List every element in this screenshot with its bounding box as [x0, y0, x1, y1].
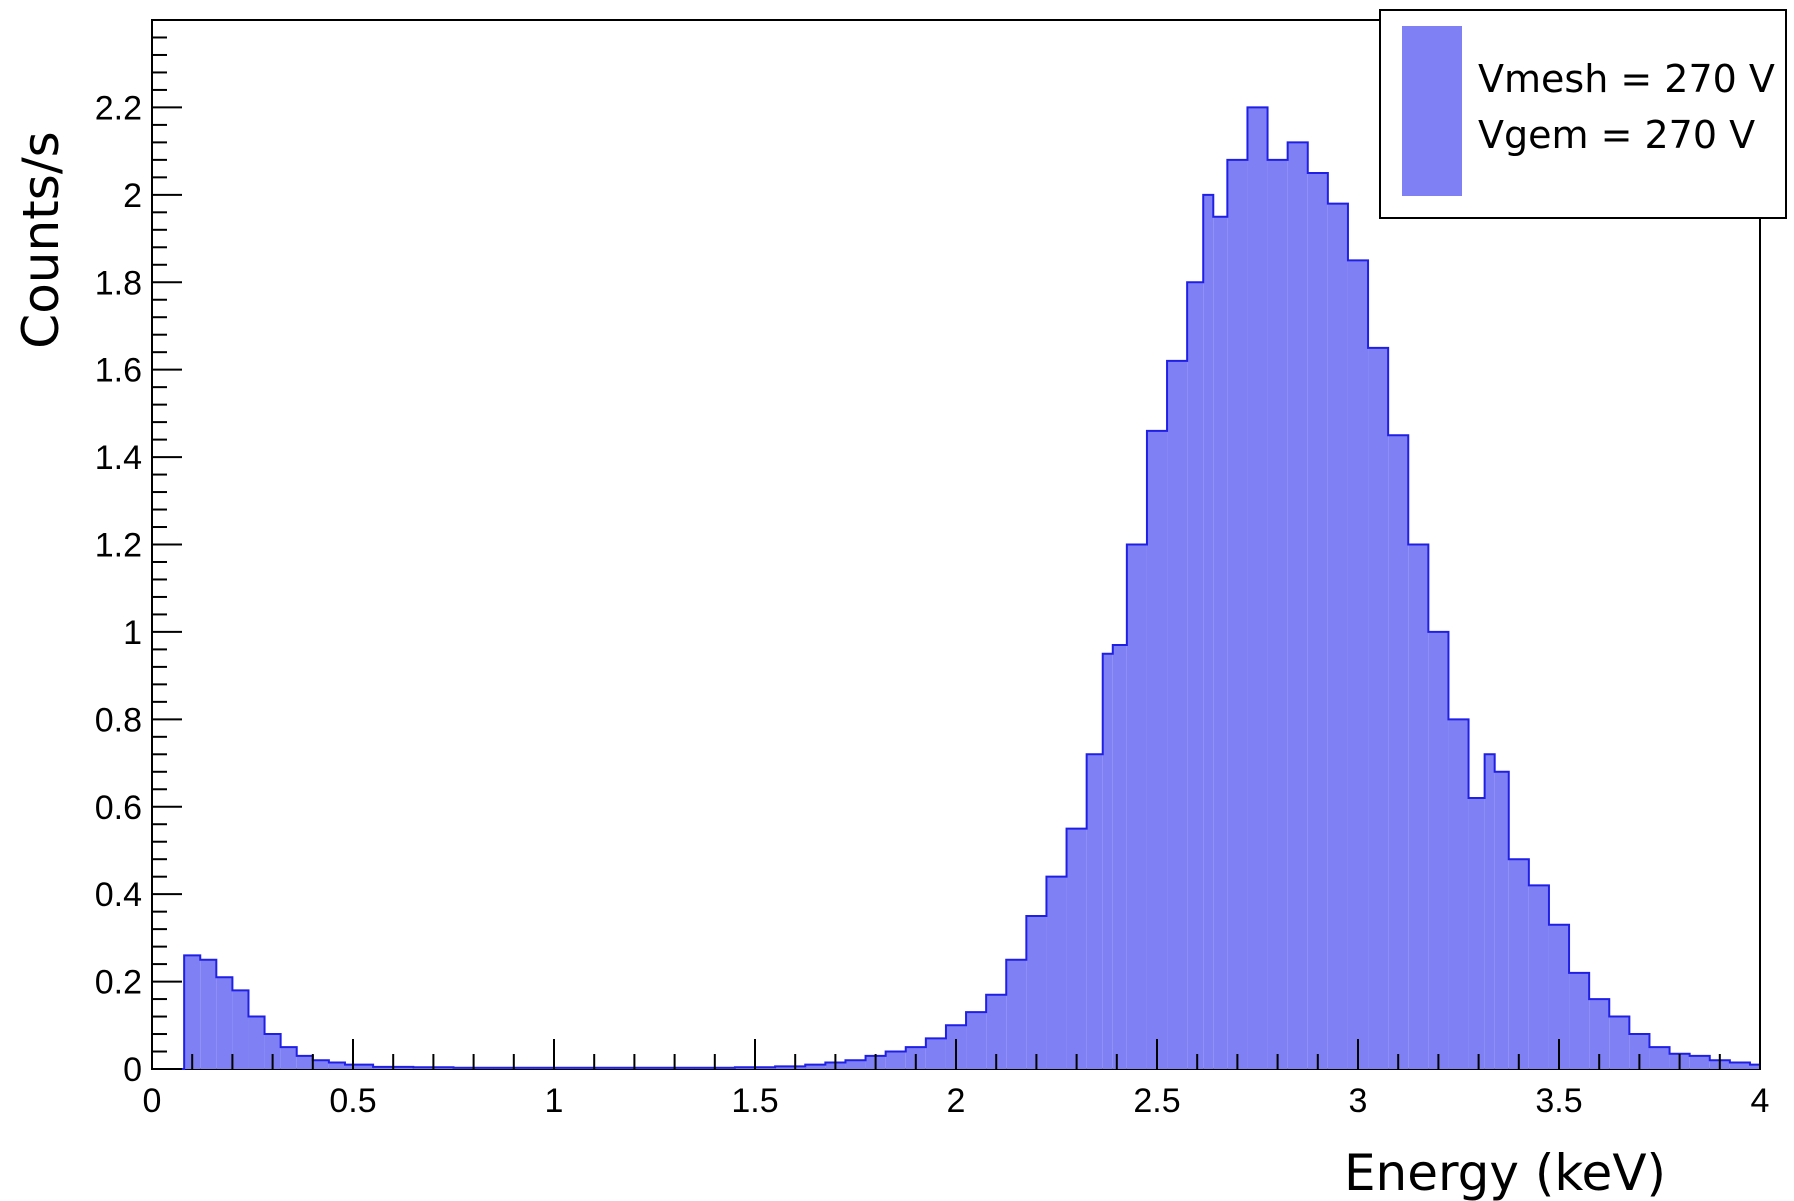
legend-box: Vmesh = 270 V Vgem = 270 V: [1380, 10, 1786, 218]
legend-entry-vmesh: Vmesh = 270 V: [1478, 57, 1775, 101]
histogram-bar: [1368, 348, 1388, 1069]
y-tick-label: 0.4: [95, 876, 142, 914]
histogram-bar: [1147, 431, 1167, 1069]
y-tick-label: 1.2: [95, 527, 142, 565]
histogram-bar: [926, 1038, 946, 1069]
histogram-bar: [1046, 877, 1066, 1069]
histogram-bar: [1609, 1017, 1629, 1069]
histogram-bar: [184, 955, 200, 1069]
x-tick-label: 2.5: [1133, 1082, 1180, 1120]
histogram-bar: [1026, 916, 1046, 1069]
histogram-bar: [1569, 973, 1589, 1069]
histogram-bar: [1529, 885, 1549, 1069]
histogram-bar: [1187, 282, 1203, 1069]
x-tick-label: 2: [947, 1082, 966, 1120]
x-tick-label: 4: [1751, 1082, 1770, 1120]
histogram-bar: [1203, 195, 1213, 1069]
x-tick-label: 3: [1349, 1082, 1368, 1120]
histogram-bar: [1649, 1047, 1669, 1069]
histogram-bar: [886, 1052, 906, 1069]
histogram-bar: [845, 1060, 865, 1069]
histogram-bar: [1388, 435, 1408, 1069]
y-tick-label: 2: [123, 177, 142, 215]
histogram-bar: [1127, 545, 1147, 1070]
x-axis-title: Energy (keV): [1344, 1144, 1666, 1201]
y-tick-label: 2.2: [95, 89, 142, 127]
histogram-bar: [1288, 142, 1308, 1069]
y-tick-label: 0.2: [95, 964, 142, 1002]
histogram-bar: [966, 1012, 986, 1069]
y-tick-label: 1: [123, 614, 142, 652]
histogram-bar: [1469, 798, 1485, 1069]
histogram-bar: [232, 990, 248, 1069]
y-tick-label: 0.6: [95, 789, 142, 827]
y-axis-title: Counts/s: [12, 131, 70, 348]
histogram-bar: [281, 1047, 297, 1069]
histogram-bar: [1268, 160, 1288, 1069]
histogram-bar: [1113, 645, 1127, 1069]
x-tick-label: 0.5: [329, 1082, 376, 1120]
histogram-bar: [1408, 545, 1428, 1070]
histogram-bar: [313, 1060, 329, 1069]
histogram-bar: [1213, 217, 1227, 1069]
histogram-fill: [176, 107, 1760, 1069]
histogram-bar: [1103, 654, 1113, 1069]
legend-swatch: [1402, 26, 1462, 196]
histogram-bar: [1328, 204, 1348, 1069]
histogram-bar: [1067, 829, 1087, 1069]
histogram-bar: [1006, 960, 1026, 1069]
histogram-bar: [1087, 754, 1103, 1069]
histogram-bar: [1167, 361, 1187, 1069]
histogram-bar: [297, 1056, 313, 1069]
histogram-bar: [200, 960, 216, 1069]
y-tick-label: 1.8: [95, 264, 142, 302]
histogram-bar: [1690, 1056, 1710, 1069]
x-tick-label: 3.5: [1535, 1082, 1582, 1120]
x-tick-label: 0: [143, 1082, 162, 1120]
histogram-bar: [1308, 173, 1328, 1069]
histogram-bar: [216, 977, 232, 1069]
histogram-bar: [1247, 107, 1267, 1069]
histogram-bar: [248, 1017, 264, 1069]
legend-entry-vgem: Vgem = 270 V: [1478, 113, 1755, 157]
y-tick-label: 0: [123, 1051, 142, 1089]
histogram-bar: [1495, 772, 1509, 1069]
histogram-bar: [1485, 754, 1495, 1069]
y-tick-label: 0.8: [95, 701, 142, 739]
histogram-bar: [1348, 260, 1368, 1069]
y-tick-label: 1.4: [95, 439, 142, 477]
y-tick-label: 1.6: [95, 352, 142, 390]
histogram-bar: [1448, 719, 1468, 1069]
histogram-bar: [1227, 160, 1247, 1069]
x-tick-label: 1.5: [731, 1082, 778, 1120]
histogram-bar: [1509, 859, 1529, 1069]
histogram-bar: [1428, 632, 1448, 1069]
x-tick-label: 1: [545, 1082, 564, 1120]
